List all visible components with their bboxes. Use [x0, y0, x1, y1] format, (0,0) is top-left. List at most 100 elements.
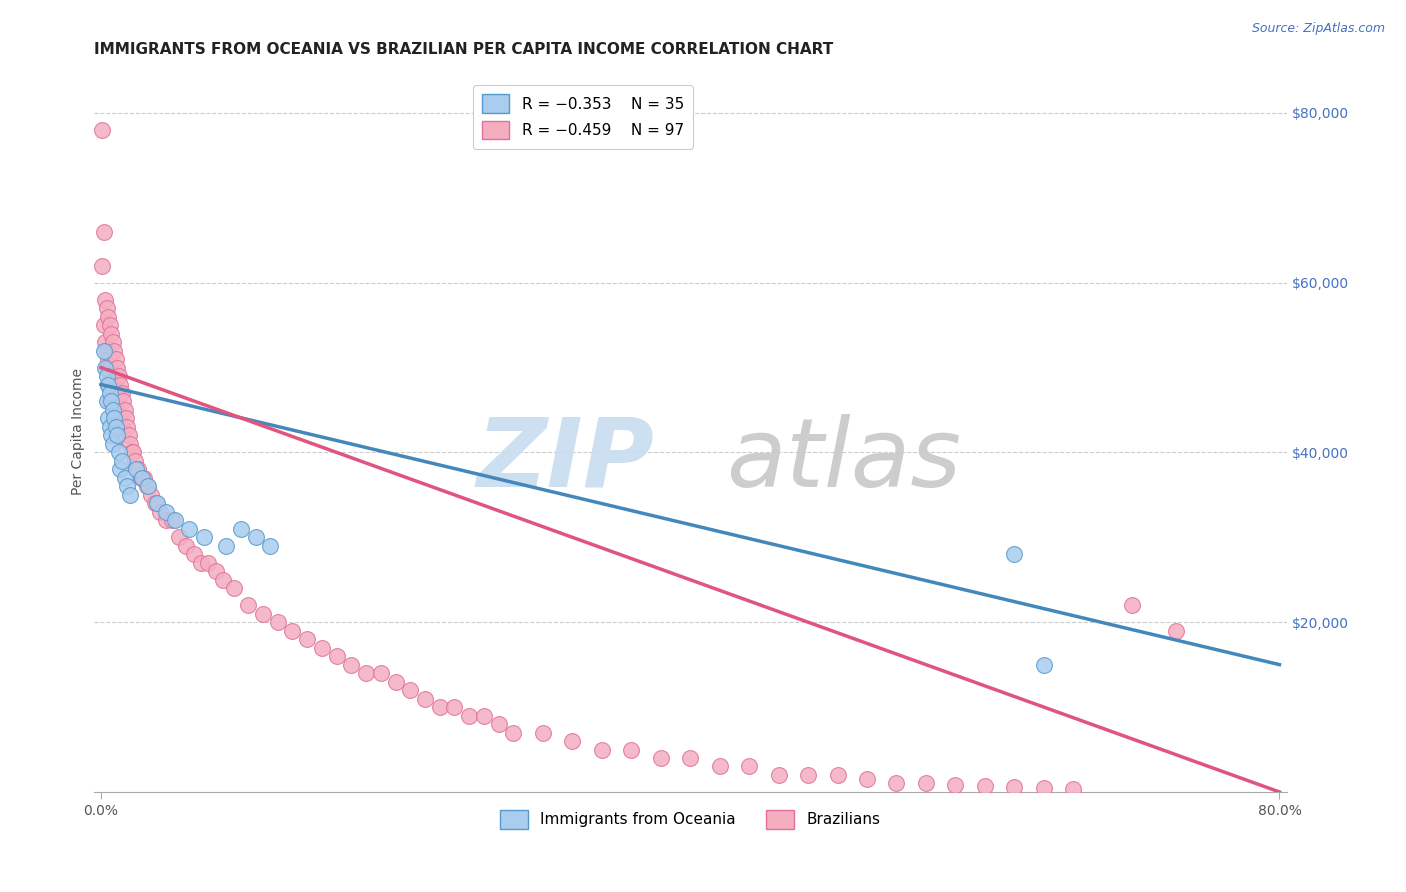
Point — [103, 343, 125, 358]
Point — [399, 683, 422, 698]
Point — [104, 403, 127, 417]
Point — [96, 360, 118, 375]
Point — [94, 334, 117, 349]
Point — [100, 326, 122, 341]
Point — [443, 700, 465, 714]
Point — [98, 318, 121, 332]
Point — [311, 640, 333, 655]
Point — [827, 768, 849, 782]
Point — [620, 742, 643, 756]
Point — [472, 708, 495, 723]
Point — [91, 259, 114, 273]
Point — [107, 445, 129, 459]
Point — [101, 403, 124, 417]
Point — [117, 420, 139, 434]
Legend: Immigrants from Oceania, Brazilians: Immigrants from Oceania, Brazilians — [495, 804, 886, 835]
Point — [1002, 780, 1025, 794]
Point — [183, 547, 205, 561]
Point — [146, 496, 169, 510]
Point — [943, 778, 966, 792]
Point — [145, 496, 167, 510]
Point — [212, 573, 235, 587]
Point — [797, 768, 820, 782]
Point — [97, 377, 120, 392]
Point — [100, 428, 122, 442]
Point — [96, 394, 118, 409]
Point — [205, 564, 228, 578]
Point — [98, 386, 121, 401]
Point — [97, 377, 120, 392]
Point — [101, 334, 124, 349]
Point — [856, 772, 879, 787]
Point — [252, 607, 274, 621]
Point — [107, 411, 129, 425]
Point — [176, 539, 198, 553]
Point — [679, 751, 702, 765]
Point — [531, 725, 554, 739]
Point — [103, 386, 125, 401]
Point — [105, 360, 128, 375]
Point — [179, 522, 201, 536]
Point — [117, 479, 139, 493]
Point — [650, 751, 672, 765]
Point — [100, 369, 122, 384]
Point — [190, 556, 212, 570]
Point — [93, 318, 115, 332]
Point — [129, 471, 152, 485]
Point — [96, 301, 118, 315]
Point — [222, 581, 245, 595]
Text: IMMIGRANTS FROM OCEANIA VS BRAZILIAN PER CAPITA INCOME CORRELATION CHART: IMMIGRANTS FROM OCEANIA VS BRAZILIAN PER… — [94, 42, 832, 57]
Point — [738, 759, 761, 773]
Point — [101, 437, 124, 451]
Point — [167, 530, 190, 544]
Point — [155, 505, 177, 519]
Point — [127, 462, 149, 476]
Point — [107, 369, 129, 384]
Point — [413, 691, 436, 706]
Point — [1002, 547, 1025, 561]
Point — [135, 479, 157, 493]
Point — [1121, 598, 1143, 612]
Point — [108, 377, 131, 392]
Point — [259, 539, 281, 553]
Point — [114, 471, 136, 485]
Point — [370, 666, 392, 681]
Point — [115, 411, 138, 425]
Point — [122, 445, 145, 459]
Point — [120, 488, 142, 502]
Point — [97, 352, 120, 367]
Point — [163, 513, 186, 527]
Point — [1062, 781, 1084, 796]
Point — [197, 556, 219, 570]
Text: atlas: atlas — [725, 414, 962, 507]
Point — [118, 428, 141, 442]
Point — [973, 779, 995, 793]
Point — [915, 776, 938, 790]
Point — [105, 403, 128, 417]
Point — [709, 759, 731, 773]
Point — [96, 369, 118, 384]
Point — [98, 360, 121, 375]
Point — [110, 420, 132, 434]
Point — [132, 471, 155, 485]
Point — [97, 310, 120, 324]
Point — [1032, 780, 1054, 795]
Point — [886, 776, 908, 790]
Point — [193, 530, 215, 544]
Point — [108, 462, 131, 476]
Y-axis label: Per Capita Income: Per Capita Income — [72, 368, 86, 495]
Point — [238, 598, 260, 612]
Point — [97, 411, 120, 425]
Point — [458, 708, 481, 723]
Point — [591, 742, 613, 756]
Point — [105, 428, 128, 442]
Point — [110, 454, 132, 468]
Point — [93, 343, 115, 358]
Point — [100, 394, 122, 409]
Point — [124, 454, 146, 468]
Point — [104, 394, 127, 409]
Point — [1166, 624, 1188, 638]
Point — [245, 530, 267, 544]
Point — [114, 403, 136, 417]
Point — [94, 293, 117, 307]
